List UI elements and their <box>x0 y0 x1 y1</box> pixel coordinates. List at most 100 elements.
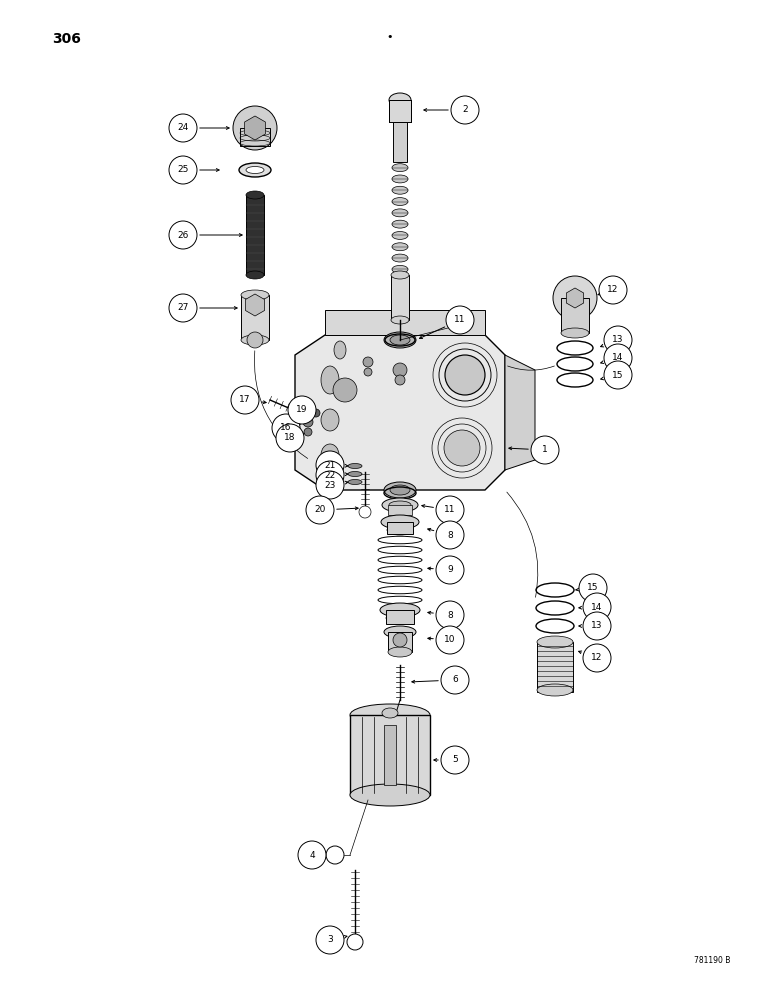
Circle shape <box>169 156 197 184</box>
Circle shape <box>333 378 357 402</box>
Circle shape <box>247 332 263 348</box>
Ellipse shape <box>392 220 408 228</box>
Ellipse shape <box>239 163 271 177</box>
Circle shape <box>359 506 371 518</box>
Ellipse shape <box>350 784 430 806</box>
Circle shape <box>306 496 334 524</box>
Ellipse shape <box>392 164 408 172</box>
Text: 2: 2 <box>463 105 468 114</box>
Text: 9: 9 <box>447 566 453 574</box>
Text: 14: 14 <box>612 354 624 362</box>
Text: 24: 24 <box>177 123 189 132</box>
Bar <box>241 295 269 340</box>
Ellipse shape <box>389 501 411 509</box>
Ellipse shape <box>382 498 418 512</box>
Circle shape <box>316 926 344 954</box>
Ellipse shape <box>392 243 408 251</box>
Circle shape <box>604 326 632 354</box>
Ellipse shape <box>241 290 269 300</box>
Text: 25: 25 <box>177 165 189 174</box>
Ellipse shape <box>246 191 264 199</box>
Circle shape <box>436 521 464 549</box>
Circle shape <box>441 746 469 774</box>
Text: 15: 15 <box>612 370 624 379</box>
Circle shape <box>316 451 344 479</box>
Ellipse shape <box>387 525 413 535</box>
Ellipse shape <box>384 626 416 638</box>
Text: 18: 18 <box>284 434 296 442</box>
Circle shape <box>393 633 407 647</box>
Circle shape <box>583 593 611 621</box>
Circle shape <box>553 276 597 320</box>
Circle shape <box>579 574 607 602</box>
Ellipse shape <box>386 613 414 623</box>
Circle shape <box>363 357 373 367</box>
Ellipse shape <box>392 209 408 217</box>
Polygon shape <box>505 355 535 470</box>
Ellipse shape <box>389 93 411 107</box>
Bar <box>240 128 270 146</box>
Ellipse shape <box>381 515 419 529</box>
Polygon shape <box>325 310 485 335</box>
Circle shape <box>316 461 344 489</box>
Circle shape <box>312 409 320 417</box>
Circle shape <box>395 375 405 385</box>
Ellipse shape <box>321 366 339 394</box>
Ellipse shape <box>380 603 420 617</box>
Circle shape <box>436 556 464 584</box>
Text: 11: 11 <box>445 506 456 514</box>
Bar <box>387 522 413 534</box>
Bar <box>350 715 430 795</box>
Bar <box>388 505 412 515</box>
Ellipse shape <box>392 231 408 239</box>
Circle shape <box>436 601 464 629</box>
Circle shape <box>436 626 464 654</box>
Circle shape <box>231 386 259 414</box>
Ellipse shape <box>392 186 408 194</box>
Ellipse shape <box>384 482 416 498</box>
Text: 8: 8 <box>447 610 453 619</box>
Text: 6: 6 <box>452 676 458 684</box>
Bar <box>561 298 589 333</box>
Circle shape <box>444 430 480 466</box>
Circle shape <box>326 846 344 864</box>
Ellipse shape <box>348 464 362 468</box>
Circle shape <box>451 96 479 124</box>
Circle shape <box>445 355 485 395</box>
Ellipse shape <box>392 265 408 273</box>
Text: 22: 22 <box>324 471 335 480</box>
Text: 1: 1 <box>542 446 548 454</box>
Text: 11: 11 <box>454 316 466 324</box>
Text: 26: 26 <box>177 231 189 239</box>
Circle shape <box>169 221 197 249</box>
Text: 16: 16 <box>280 424 292 432</box>
Polygon shape <box>245 116 265 140</box>
Ellipse shape <box>348 480 362 485</box>
Bar <box>537 642 573 692</box>
Circle shape <box>233 106 277 150</box>
Circle shape <box>272 414 300 442</box>
Text: 19: 19 <box>296 406 308 414</box>
Bar <box>391 275 409 320</box>
Bar <box>388 632 412 652</box>
Circle shape <box>347 934 363 950</box>
Text: 12: 12 <box>591 654 603 662</box>
Text: 13: 13 <box>591 621 603 631</box>
Circle shape <box>599 276 627 304</box>
Circle shape <box>583 644 611 672</box>
Text: 12: 12 <box>608 286 619 294</box>
Text: 4: 4 <box>309 850 315 859</box>
Text: 20: 20 <box>314 506 326 514</box>
Ellipse shape <box>392 198 408 206</box>
Circle shape <box>169 114 197 142</box>
Text: 781190 B: 781190 B <box>693 956 730 965</box>
Circle shape <box>441 666 469 694</box>
Circle shape <box>583 612 611 640</box>
Polygon shape <box>246 294 264 316</box>
Circle shape <box>298 841 326 869</box>
Polygon shape <box>295 335 505 490</box>
Ellipse shape <box>246 271 264 279</box>
Circle shape <box>393 363 407 377</box>
Text: 13: 13 <box>612 336 624 344</box>
Circle shape <box>303 417 313 427</box>
